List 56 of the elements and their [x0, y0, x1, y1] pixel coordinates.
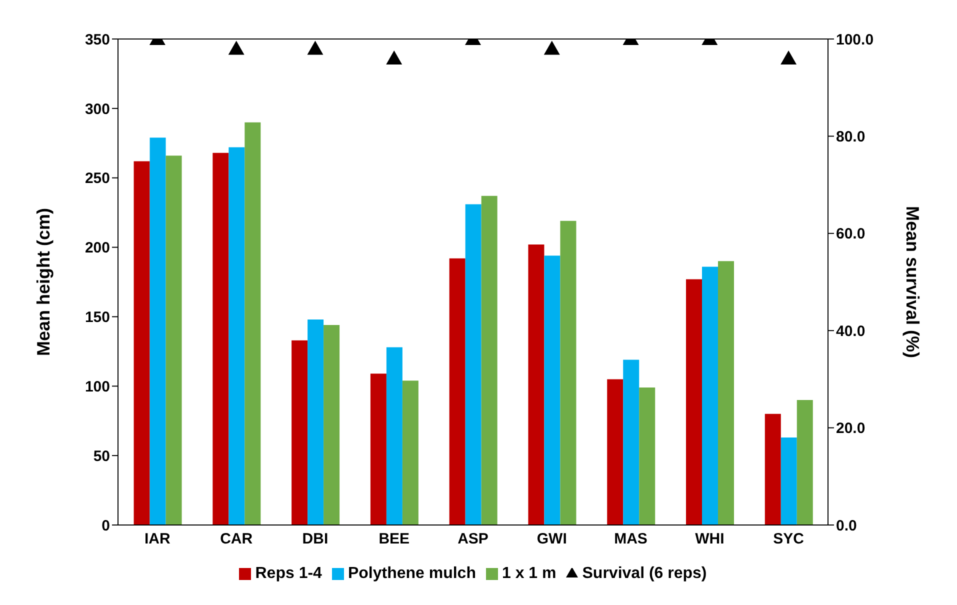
bar	[528, 244, 544, 525]
y2-tick-label: 80.0	[836, 128, 866, 146]
y-axis-title: Mean height (cm)	[33, 208, 54, 356]
y-tick-label: 0	[102, 517, 110, 534]
bar	[796, 400, 813, 525]
bar	[764, 414, 781, 525]
bar	[623, 360, 640, 525]
bar	[639, 388, 656, 525]
y2-tick-label: 60.0	[836, 226, 866, 243]
y2-tick-label: 100.0	[836, 31, 874, 48]
x-tick-label: ASP	[458, 530, 488, 548]
y2-axis-title: Mean survival (%)	[902, 206, 923, 358]
bar	[386, 347, 402, 525]
x-tick-label: CAR	[220, 530, 253, 548]
legend-label: Survival (6 reps)	[582, 565, 707, 582]
y-tick-label: 100	[84, 378, 110, 396]
bar	[560, 220, 576, 525]
bar	[718, 261, 734, 525]
x-tick-label: SYC	[773, 530, 804, 548]
bar	[370, 374, 386, 525]
y-tick-label: 200	[84, 240, 110, 257]
x-tick-label: DBI	[302, 530, 328, 548]
x-tick-label: MAS	[614, 530, 648, 548]
y-tick-label: 250	[84, 170, 110, 188]
bar	[324, 325, 340, 525]
bar	[134, 161, 150, 525]
y2-tick-label: 20.0	[836, 420, 866, 438]
bar	[449, 258, 466, 525]
y-tick-label: 300	[84, 100, 110, 118]
bar	[481, 196, 498, 525]
bar	[544, 256, 560, 525]
bar	[607, 379, 624, 525]
bar	[686, 279, 702, 525]
legend-label: Reps 1-4	[255, 565, 322, 582]
bar	[228, 147, 245, 525]
bar	[465, 204, 482, 525]
legend-label: Polythene mulch	[348, 565, 476, 582]
bar	[702, 266, 718, 525]
bar	[402, 380, 418, 525]
bar	[308, 319, 324, 525]
bar	[780, 438, 797, 525]
legend-label: 1 x 1 m	[502, 565, 556, 582]
y-tick-label: 150	[84, 309, 110, 326]
x-tick-label: WHI	[695, 530, 724, 548]
bar	[212, 152, 229, 525]
y-tick-label: 350	[84, 31, 110, 48]
x-tick-label: BEE	[378, 530, 410, 548]
bar	[244, 122, 261, 525]
x-tick-label: GWI	[536, 530, 567, 548]
y-tick-label: 50	[93, 448, 110, 465]
bar	[166, 156, 182, 525]
bar	[292, 340, 308, 525]
bar	[150, 138, 166, 525]
x-tick-label: IAR	[144, 530, 171, 548]
y2-tick-label: 40.0	[836, 322, 866, 340]
y2-tick-label: 0.0	[836, 517, 857, 534]
